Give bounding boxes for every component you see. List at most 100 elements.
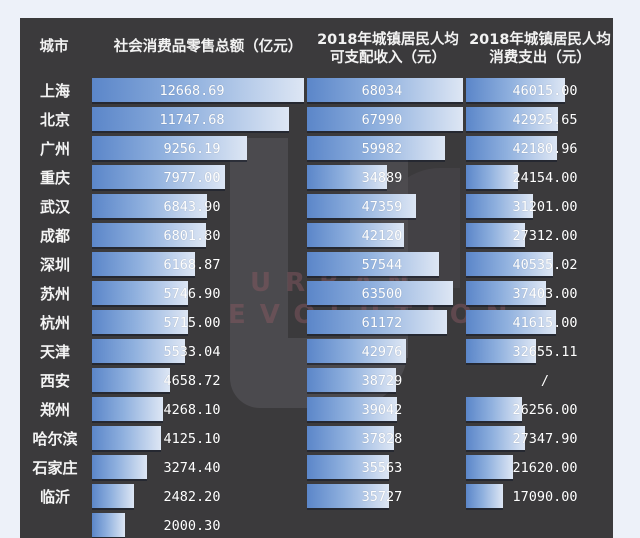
retail-sales-bar: [92, 223, 206, 247]
retail-sales-value: 3274.40: [163, 460, 221, 476]
disposable-income-bar: [307, 252, 439, 276]
table-row: 成都 6801.80 42120 27312.00: [20, 222, 613, 251]
disposable-income-bar: [307, 223, 404, 247]
consumption-expenditure-bar: [466, 339, 536, 363]
city-label: 上海: [39, 82, 70, 100]
consumption-expenditure-bar: [466, 310, 556, 334]
disposable-income-value: 39042: [361, 402, 403, 418]
consumption-expenditure-value: 26256.00: [512, 402, 578, 418]
retail-sales-value: 5533.04: [163, 344, 221, 360]
disposable-income-bar: [307, 281, 453, 305]
disposable-income-value: 35563: [361, 460, 403, 476]
consumption-expenditure-bar: [466, 484, 503, 508]
header-disposable-income-line1: 2018年城镇居民人均: [317, 32, 459, 48]
consumption-expenditure-bar: [466, 455, 513, 479]
header-retail-sales: 社会消费品零售总额（亿元）: [113, 39, 303, 55]
disposable-income-value: 42120: [361, 228, 403, 244]
consumption-expenditure-value: 24154.00: [512, 170, 578, 186]
retail-sales-value: 12668.69: [159, 83, 225, 99]
city-label: 广州: [39, 140, 70, 158]
retail-sales-bar: [92, 252, 195, 276]
retail-sales-value: 5746.90: [163, 286, 221, 302]
consumption-expenditure-bar: [466, 223, 525, 247]
table-row: 石家庄 3274.40 35563 21620.00: [20, 454, 613, 483]
disposable-income-bar: [307, 455, 389, 479]
consumption-expenditure-bar: [466, 165, 518, 189]
table-row: 苏州 5746.90 63500 37403.00: [20, 280, 613, 309]
consumption-expenditure-value: 32655.11: [512, 344, 578, 360]
retail-sales-bar: [92, 310, 188, 334]
consumption-expenditure-bar: [466, 107, 558, 131]
retail-sales-value: 4268.10: [163, 402, 221, 418]
disposable-income-value: 37828: [361, 431, 403, 447]
city-label: 石家庄: [32, 459, 78, 477]
disposable-income-bar: [307, 107, 463, 131]
retail-sales-bar: [92, 484, 134, 508]
disposable-income-value: 63500: [361, 286, 403, 302]
disposable-income-bar: [307, 484, 389, 508]
disposable-income-value: 59982: [361, 141, 403, 157]
city-label: 天津: [39, 343, 70, 361]
retail-sales-value: 11747.68: [159, 112, 225, 128]
disposable-income-value: 67990: [361, 112, 403, 128]
consumption-expenditure-value: 46015.00: [512, 83, 578, 99]
city-label: 郑州: [39, 401, 70, 419]
header-consumption-expenditure: 2018年城镇居民人均 消费支出（元）: [460, 31, 613, 67]
consumption-expenditure-bar: [466, 397, 522, 421]
retail-sales-value: 6843.90: [163, 199, 221, 215]
disposable-income-value: [307, 516, 457, 536]
retail-sales-bar: [92, 368, 170, 392]
disposable-income-value: 34889: [361, 170, 403, 186]
disposable-income-value: 38729: [361, 373, 403, 389]
disposable-income-bar: [307, 339, 406, 363]
retail-sales-value: 6801.80: [163, 228, 221, 244]
consumption-expenditure-value: 31201.00: [512, 199, 578, 215]
header-disposable-income-line2: 可支配收入（元）: [330, 50, 446, 66]
disposable-income-bar: [307, 310, 447, 334]
consumption-expenditure-value: 27347.90: [512, 431, 578, 447]
disposable-income-bar: [307, 368, 396, 392]
consumption-expenditure-value: 42180.96: [512, 141, 578, 157]
consumption-expenditure-value: 17090.00: [512, 489, 578, 505]
disposable-income-value: 57544: [361, 257, 403, 273]
retail-sales-bar: [92, 455, 147, 479]
city-label: 西安: [39, 372, 70, 390]
city-label: 北京: [39, 111, 70, 129]
table-row: 重庆 7977.00 34889 24154.00: [20, 164, 613, 193]
table-panel: URBAN EVOLUTION 城市 社会消费品零售总额（亿元） 2018年城镇…: [20, 18, 613, 538]
header-disposable-income: 2018年城镇居民人均 可支配收入（元）: [303, 31, 473, 67]
consumption-expenditure-value: 41615.00: [512, 315, 578, 331]
retail-sales-value: 2482.20: [163, 489, 221, 505]
table-row: 上海 12668.69 68034 46015.00: [20, 77, 613, 106]
disposable-income-value: 61172: [361, 315, 403, 331]
city-label: 临沂: [39, 488, 70, 506]
consumption-expenditure-bar: [466, 252, 553, 276]
table-row: 临沂 2482.20 35727 17090.00: [20, 483, 613, 512]
retail-sales-value: 4125.10: [163, 431, 221, 447]
consumption-expenditure-bar: [466, 426, 525, 450]
city-label: 深圳: [39, 256, 70, 274]
disposable-income-bar: [307, 165, 387, 189]
retail-sales-bar: [92, 165, 225, 189]
retail-sales-bar: [92, 281, 188, 305]
retail-sales-bar: [92, 194, 207, 218]
table-row: 北京 11747.68 67990 42925.65: [20, 106, 613, 135]
table-row: 哈尔滨 4125.10 37828 27347.90: [20, 425, 613, 454]
city-label: 杭州: [39, 314, 70, 332]
city-label: 重庆: [39, 169, 70, 187]
consumption-expenditure-value: 42925.65: [512, 112, 578, 128]
table-row: 2000.30: [20, 512, 613, 538]
disposable-income-bar: [307, 426, 394, 450]
city-label: 武汉: [39, 198, 70, 216]
retail-sales-bar: [92, 78, 304, 102]
retail-sales-bar: [92, 136, 247, 160]
consumption-expenditure-value: [470, 516, 613, 536]
table-row: 西安 4658.72 38729 /: [20, 367, 613, 396]
retail-sales-bar: [92, 339, 185, 363]
disposable-income-value: 68034: [361, 83, 403, 99]
retail-sales-value: 4658.72: [163, 373, 221, 389]
disposable-income-bar: [307, 78, 463, 102]
retail-sales-bar: [92, 397, 163, 421]
city-label: 苏州: [39, 285, 70, 303]
consumption-expenditure-bar: [466, 78, 565, 102]
